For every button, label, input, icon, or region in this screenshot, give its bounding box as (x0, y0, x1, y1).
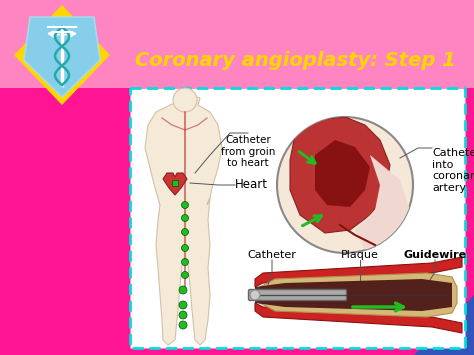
Circle shape (182, 214, 189, 222)
Polygon shape (260, 273, 457, 317)
Polygon shape (315, 140, 370, 207)
Circle shape (250, 290, 260, 300)
Polygon shape (24, 17, 100, 97)
Circle shape (179, 321, 187, 329)
Polygon shape (163, 173, 187, 195)
FancyBboxPatch shape (0, 0, 474, 88)
Text: Coronary angioplasty: Step 1: Coronary angioplasty: Step 1 (135, 50, 456, 70)
Text: Catheter
from groin
to heart: Catheter from groin to heart (221, 135, 275, 168)
Circle shape (182, 245, 189, 251)
Circle shape (179, 311, 187, 319)
FancyBboxPatch shape (172, 180, 178, 186)
Circle shape (182, 258, 189, 266)
Text: Plaque: Plaque (341, 250, 379, 260)
Circle shape (179, 286, 187, 294)
Text: Heart: Heart (235, 179, 268, 191)
Text: Guidewire: Guidewire (403, 250, 466, 260)
Polygon shape (14, 5, 110, 105)
FancyBboxPatch shape (248, 289, 346, 300)
Polygon shape (414, 295, 474, 355)
Circle shape (179, 301, 187, 309)
FancyBboxPatch shape (130, 88, 465, 348)
Circle shape (173, 88, 197, 112)
Polygon shape (255, 257, 462, 287)
Polygon shape (145, 95, 222, 345)
Polygon shape (255, 303, 462, 333)
Circle shape (182, 202, 189, 208)
Polygon shape (290, 117, 390, 233)
Circle shape (182, 272, 189, 279)
Text: Catheter: Catheter (247, 250, 296, 260)
Text: Catheter
into
coronary
artery: Catheter into coronary artery (432, 148, 474, 193)
Polygon shape (255, 279, 452, 311)
Circle shape (182, 229, 189, 235)
Polygon shape (355, 155, 410, 250)
Circle shape (277, 117, 413, 253)
